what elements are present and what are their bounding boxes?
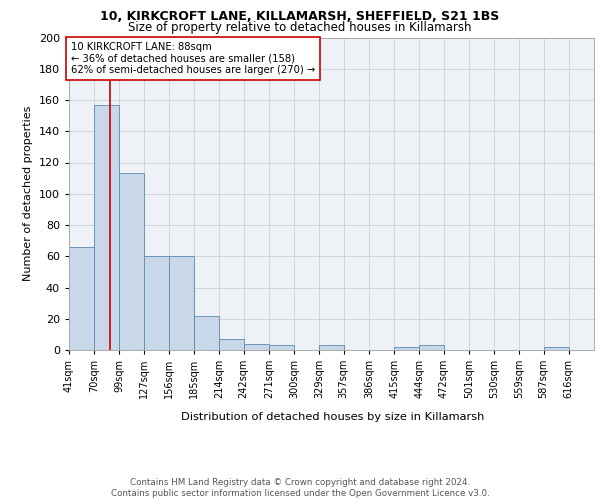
Text: Distribution of detached houses by size in Killamarsh: Distribution of detached houses by size …	[181, 412, 485, 422]
Bar	[220, 339, 244, 350]
Text: 10, KIRKCROFT LANE, KILLAMARSH, SHEFFIELD, S21 1BS: 10, KIRKCROFT LANE, KILLAMARSH, SHEFFIEL…	[100, 10, 500, 23]
Bar	[144, 256, 169, 350]
Bar	[94, 104, 119, 350]
Bar	[269, 346, 294, 350]
Bar	[119, 174, 144, 350]
Text: 10 KIRKCROFT LANE: 88sqm
← 36% of detached houses are smaller (158)
62% of semi-: 10 KIRKCROFT LANE: 88sqm ← 36% of detach…	[71, 42, 315, 76]
Text: Contains HM Land Registry data © Crown copyright and database right 2024.
Contai: Contains HM Land Registry data © Crown c…	[110, 478, 490, 498]
Text: Size of property relative to detached houses in Killamarsh: Size of property relative to detached ho…	[128, 21, 472, 34]
Bar	[69, 247, 94, 350]
Bar	[244, 344, 269, 350]
Bar	[319, 346, 344, 350]
Bar	[544, 347, 569, 350]
Bar	[394, 347, 419, 350]
Bar	[419, 346, 443, 350]
Bar	[169, 256, 194, 350]
Bar	[194, 316, 220, 350]
Y-axis label: Number of detached properties: Number of detached properties	[23, 106, 33, 282]
